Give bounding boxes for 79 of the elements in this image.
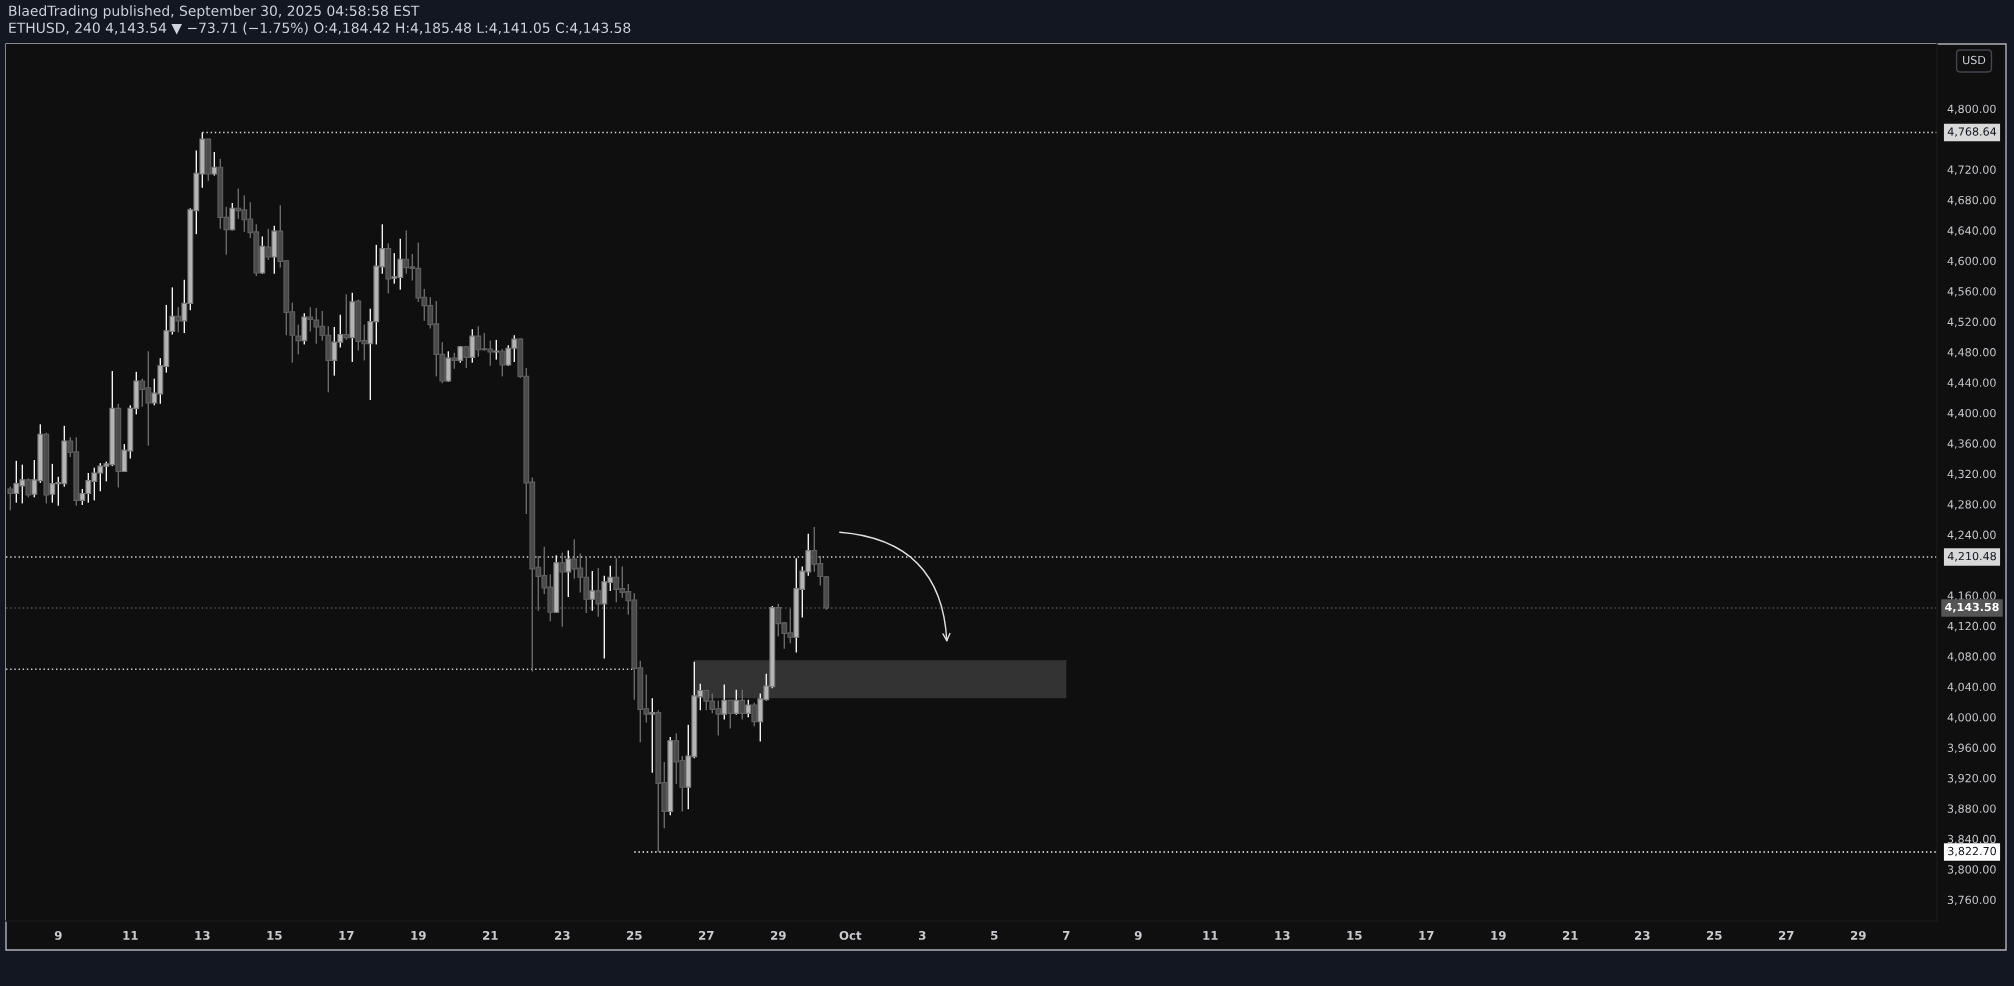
x-tick-label: 21 xyxy=(483,930,498,940)
candlestick xyxy=(211,151,218,177)
y-tick-label: 3,880.00 xyxy=(1947,804,1996,814)
x-tick-label: 17 xyxy=(1419,931,1434,940)
y-tick-label: 4,240.00 xyxy=(1947,530,1996,541)
y-tick-label: 4,080.00 xyxy=(1947,652,1996,662)
x-tick-label: 17 xyxy=(339,931,354,940)
y-tick-label: 3,840.00 xyxy=(1947,834,1996,845)
candlestick xyxy=(721,683,728,721)
x-tick-label: 5 xyxy=(991,931,998,940)
y-tick-label: 4,280.00 xyxy=(1947,500,1996,510)
text: USD xyxy=(1963,55,1986,65)
x-tick-label: 15 xyxy=(1347,931,1362,940)
x-tick-label: 27 xyxy=(699,930,714,940)
y-tick-label: 4,360.00 xyxy=(1947,439,1996,449)
candlestick xyxy=(445,350,452,383)
y-tick-label: 3,760.00 xyxy=(1947,895,1996,906)
x-tick-label: 27 xyxy=(1778,930,1794,940)
x-tick-label: 3 xyxy=(918,930,926,940)
x-tick-label: 7 xyxy=(1062,931,1070,940)
candlestick xyxy=(343,293,350,341)
y-tick-label: 4,640.00 xyxy=(1947,226,1996,236)
x-tick-label: 11 xyxy=(1203,931,1218,940)
candlestick xyxy=(589,570,596,612)
x-tick-label: 21 xyxy=(1562,930,1578,940)
y-tick-label: 3,800.00 xyxy=(1947,865,1996,875)
candlestick xyxy=(751,702,758,727)
candlestick xyxy=(493,339,500,361)
x-tick-label: 9 xyxy=(1134,930,1142,940)
y-tick-label: 4,720.00 xyxy=(1947,165,1996,176)
candlestick xyxy=(595,567,602,618)
x-tick-label: 25 xyxy=(1706,930,1722,940)
candlestick xyxy=(25,477,32,499)
candlestick xyxy=(469,328,476,364)
candlestick xyxy=(301,312,308,346)
x-tick-label: 11 xyxy=(123,931,138,940)
ref-line-label: 4,210.48 xyxy=(1947,551,1996,562)
chart-subtitle: ETHUSD, 240 4,143.54 ▼ −73.71 (−1.75%) O:4,184.42 H:4,185.48 L:4,141.05 C:4,143.58 xyxy=(9,22,631,35)
x-tick-label: 15 xyxy=(267,931,282,940)
candlestick xyxy=(499,348,506,378)
x-tick-label: 9 xyxy=(54,930,62,940)
x-tick-label: 13 xyxy=(1275,930,1290,940)
x-tick-label: 19 xyxy=(1491,930,1506,940)
x-tick-label: 13 xyxy=(195,930,210,940)
y-tick-label: 4,560.00 xyxy=(1947,287,1996,297)
data-label: 4,768.64 xyxy=(1947,127,1997,137)
y-tick-label: 3,920.00 xyxy=(1947,773,1996,784)
y-tick-label: 4,120.00 xyxy=(1947,621,1996,632)
candlestick xyxy=(7,485,14,511)
candlestick xyxy=(733,689,740,716)
x-tick-label: 29 xyxy=(1850,930,1866,940)
candlestick xyxy=(175,306,182,333)
x-tick-label: 23 xyxy=(555,930,570,940)
candlestick xyxy=(739,689,746,721)
x-tick-label: 25 xyxy=(627,930,642,940)
y-tick-label: 4,440.00 xyxy=(1947,378,1996,388)
y-tick-label: 4,320.00 xyxy=(1947,469,1996,480)
candlestick xyxy=(649,697,656,774)
data-label: 3,822.70 xyxy=(1948,846,1996,857)
candlestick xyxy=(565,549,572,598)
y-tick-label: 4,400.00 xyxy=(1947,408,1996,419)
candlestick xyxy=(727,698,734,730)
ref-line-label: 4,143.58 xyxy=(1945,602,1999,613)
candlestick xyxy=(265,228,272,261)
y-tick-label: 4,600.00 xyxy=(1947,256,1996,267)
y-tick-label: 4,160.00 xyxy=(1947,591,1996,601)
x-tick-label: Oct xyxy=(839,930,862,940)
y-tick-label: 4,520.00 xyxy=(1947,317,1996,328)
y-tick-label: 4,680.00 xyxy=(1947,195,1996,206)
y-tick-label: 4,040.00 xyxy=(1947,682,1996,693)
y-tick-label: 4,000.00 xyxy=(1947,713,1996,723)
y-tick-label: 3,960.00 xyxy=(1947,743,1996,754)
x-tick-label: 29 xyxy=(771,930,786,940)
y-tick-label: 4,480.00 xyxy=(1947,348,1996,358)
chart-title: BlaedTrading published, September 30, 2025 04:58:58 EST xyxy=(9,5,420,19)
x-tick-label: 23 xyxy=(1634,930,1650,940)
x-tick-label: 19 xyxy=(411,930,426,940)
y-tick-label: 4,800.00 xyxy=(1947,104,1996,115)
candlestick xyxy=(229,202,236,232)
